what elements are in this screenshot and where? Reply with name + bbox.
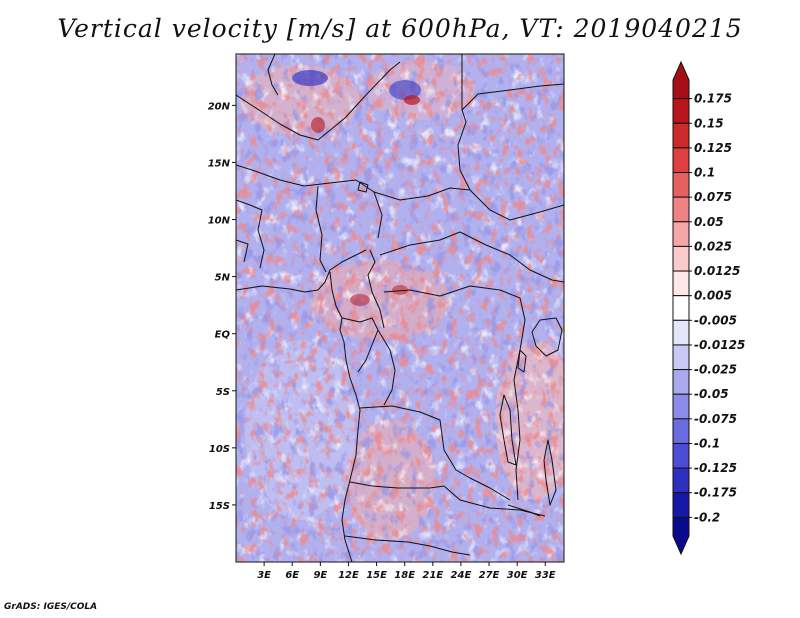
colorbar-arrow-top [672,60,690,100]
border-north-1 [236,61,401,141]
lon-tick-label: 30E [507,570,528,581]
border-nigeria [315,185,327,273]
colorbar-label: -0.005 [694,313,737,327]
colorbar-label: -0.05 [694,387,729,401]
colorbar-label: -0.125 [694,461,737,475]
colorbar-segment [672,98,690,124]
map-frame [235,53,565,563]
colorbar-label: -0.175 [694,486,737,500]
lat-tick-label: 20N [208,101,231,112]
colorbar-segment [672,442,690,469]
colorbar-label: -0.2 [694,510,720,524]
gulf-coastline [329,271,361,562]
lat-tick-label: 5S [216,387,230,398]
lat-tick-label: 5N [215,273,231,284]
lon-tick-label: 6E [285,570,299,581]
lat-tick-label: 15S [209,501,230,512]
colorbar-label: 0.05 [694,215,724,229]
software-credit: GrADS: IGES/COLA [4,602,98,612]
lon-tick-label: 12E [338,570,359,581]
colorbar: 0.175 0.15 0.125 0.1 0.075 0.05 0.025 0.0125 0.0… [672,60,745,556]
border-car-south [383,285,521,299]
colorbar-label: 0.0125 [694,264,740,278]
longitude-axis: 3E 6E 9E 12E 15E 18E 21E 24E 27E 30E 33E [257,562,556,581]
colorbar-segment [672,172,690,198]
border-drc-east [513,297,526,501]
map-title: Vertical velocity [m/s] at 600hPa, VT: 2… [57,14,743,43]
colorbar-label: 0.15 [694,116,724,130]
colorbar-segment [672,418,690,444]
colorbar-segment [672,369,690,395]
lon-tick-label: 18E [394,570,415,581]
west-coastline [236,249,367,293]
colorbar-label: 0.1 [694,166,715,180]
border-car [379,231,564,283]
colorbar-label: -0.025 [694,363,737,377]
colorbar-label: 0.175 [694,92,732,106]
colorbar-segment [672,221,690,247]
colorbar-segment [672,196,690,223]
colorbar-segment [672,344,690,371]
lake-victoria [531,317,563,357]
lat-tick-label: EQ [215,330,231,341]
colorbar-segment [672,295,690,321]
colorbar-segment [672,319,690,346]
colorbar-arrow-bottom [672,516,690,556]
lon-tick-label: 33E [535,570,556,581]
colorbar-segment [672,393,690,420]
lon-tick-label: 3E [257,570,271,581]
border-west [236,199,265,269]
border-congo [377,329,396,406]
colorbar-segment [672,147,690,174]
lake-malawi [543,439,557,506]
colorbar-segment [672,245,690,272]
velocity-field [236,54,564,562]
colorbar-label: 0.025 [694,239,732,253]
lat-tick-label: 15N [208,158,231,169]
border-angola [349,481,445,489]
border-north-2 [267,54,279,96]
colorbar-label: -0.075 [694,412,737,426]
border-zambia [443,485,546,517]
colorbar-label: 0.005 [694,289,732,303]
border-north-3 [457,54,471,191]
border-drc-south [359,405,511,501]
border-west-2 [236,239,249,263]
coastlines-and-borders [236,54,564,562]
colorbar-segment [672,122,690,149]
lon-tick-label: 9E [313,570,327,581]
lon-tick-label: 21E [422,570,443,581]
border-chad [373,187,564,221]
lake-chad [357,181,369,193]
lake-kariba [507,504,541,517]
colorbar-label: 0.125 [694,141,732,155]
colorbar-label: -0.1 [694,436,720,450]
colorbar-label: -0.0125 [694,338,745,352]
lake-albert [517,349,527,373]
border-cameroon [367,249,385,329]
latitude-axis: 20N 15N 10N 5N EQ 5S 10S 15S [208,101,236,512]
colorbar-segment [672,492,690,518]
lon-tick-label: 24E [451,570,472,581]
lon-tick-label: 15E [366,570,387,581]
border-chad-sudan [461,83,564,111]
border-niger [236,164,383,239]
lake-tanganyika [499,394,517,466]
colorbar-label: 0.075 [694,190,732,204]
lon-tick-label: 27E [479,570,500,581]
lat-tick-label: 10N [208,216,231,227]
border-angola-south [344,535,471,556]
colorbar-segment [672,467,690,494]
lat-tick-label: 10S [209,444,230,455]
colorbar-segment [672,270,690,297]
